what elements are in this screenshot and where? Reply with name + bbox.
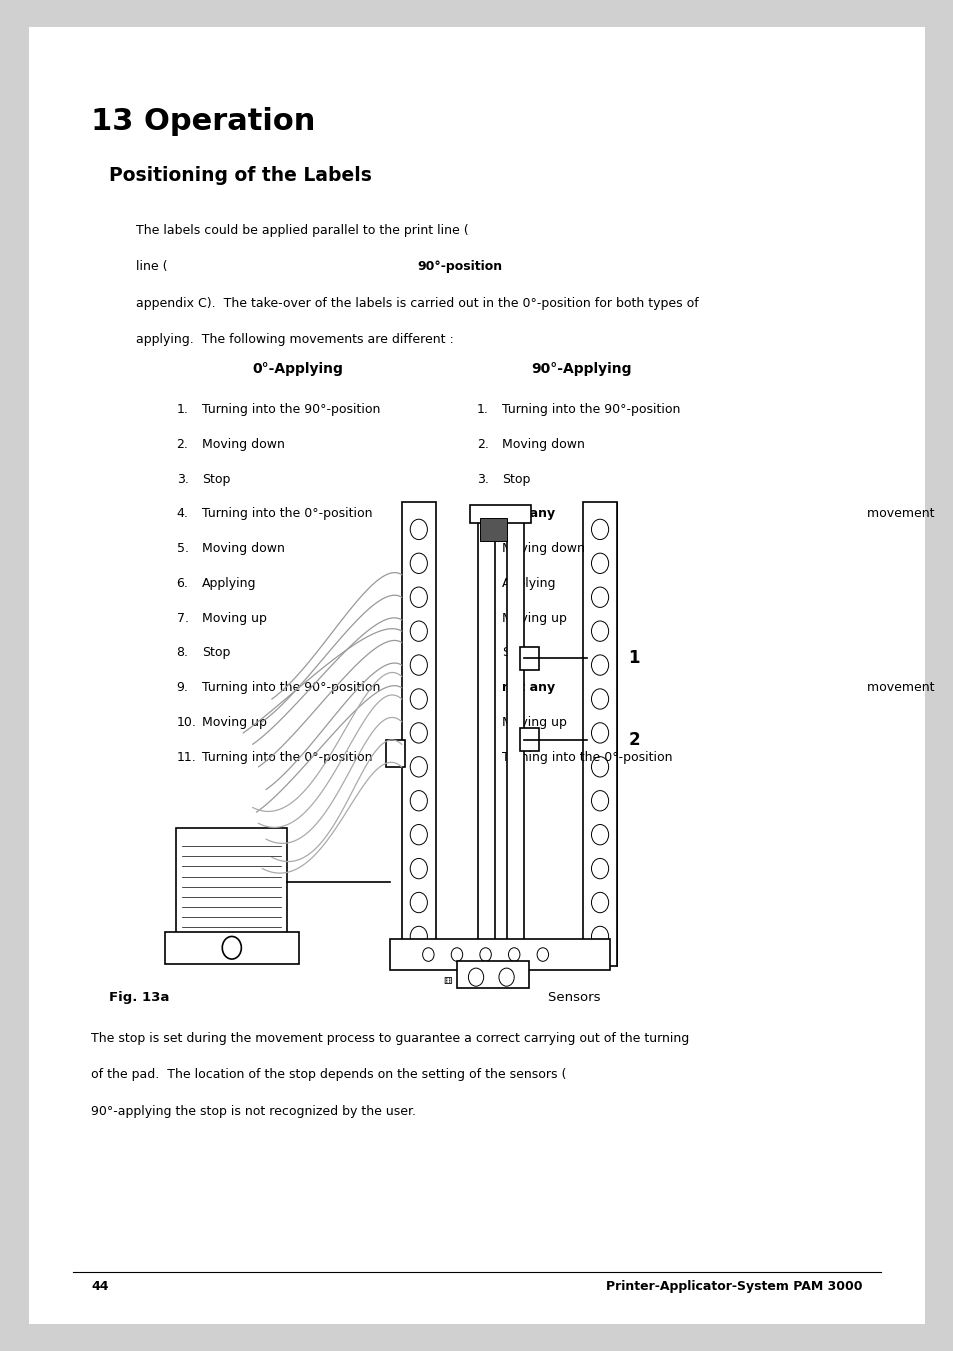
Text: 13 Operation: 13 Operation bbox=[91, 108, 315, 136]
Bar bbox=[582, 503, 617, 966]
Text: 4.: 4. bbox=[176, 508, 189, 520]
Text: Moving up: Moving up bbox=[501, 716, 566, 730]
Bar bbox=[506, 511, 523, 959]
Circle shape bbox=[222, 936, 241, 959]
Text: Moving up: Moving up bbox=[201, 716, 266, 730]
Bar bbox=[165, 932, 298, 963]
Text: Applying: Applying bbox=[201, 577, 256, 590]
Text: Fig. 13a: Fig. 13a bbox=[110, 990, 170, 1004]
Text: Turning into the 90°-position: Turning into the 90°-position bbox=[201, 681, 379, 694]
Text: 11.: 11. bbox=[476, 751, 497, 763]
Bar bbox=[456, 962, 529, 989]
Text: Turning into the 90°-position: Turning into the 90°-position bbox=[501, 403, 679, 416]
Text: 11.: 11. bbox=[176, 751, 196, 763]
Text: Stop: Stop bbox=[201, 646, 230, 659]
Bar bbox=[519, 728, 538, 751]
Text: 5.: 5. bbox=[176, 542, 189, 555]
Text: not any: not any bbox=[501, 508, 555, 520]
Text: Moving down: Moving down bbox=[201, 438, 284, 451]
Bar bbox=[386, 740, 405, 767]
Bar bbox=[390, 939, 609, 970]
Text: ⚅: ⚅ bbox=[443, 977, 452, 986]
Text: 7.: 7. bbox=[476, 612, 489, 624]
Text: not any: not any bbox=[501, 681, 555, 694]
Bar bbox=[470, 504, 531, 523]
Text: 8.: 8. bbox=[176, 646, 189, 659]
Text: Applying: Applying bbox=[501, 577, 556, 590]
Text: 1.: 1. bbox=[176, 403, 189, 416]
Text: 90°-position: 90°-position bbox=[416, 261, 501, 273]
Text: 90°-Applying: 90°-Applying bbox=[530, 362, 631, 376]
Bar bbox=[477, 511, 495, 959]
Bar bbox=[176, 828, 287, 936]
Text: Moving up: Moving up bbox=[501, 612, 566, 624]
Text: 7.: 7. bbox=[176, 612, 189, 624]
Text: 1.: 1. bbox=[476, 403, 488, 416]
Text: Moving up: Moving up bbox=[201, 612, 266, 624]
Text: Moving down: Moving down bbox=[201, 542, 284, 555]
Text: 0°-Applying: 0°-Applying bbox=[253, 362, 343, 376]
Text: 1: 1 bbox=[628, 650, 639, 667]
Text: 6.: 6. bbox=[476, 577, 488, 590]
Text: Stop: Stop bbox=[201, 473, 230, 485]
Text: line (: line ( bbox=[136, 261, 168, 273]
Text: The labels could be applied parallel to the print line (: The labels could be applied parallel to … bbox=[136, 224, 468, 238]
Text: movement: movement bbox=[862, 508, 933, 520]
Text: Turning into the 0°-position: Turning into the 0°-position bbox=[201, 508, 372, 520]
Text: 5.: 5. bbox=[476, 542, 489, 555]
Text: 9.: 9. bbox=[176, 681, 189, 694]
Text: 90°-applying the stop is not recognized by the user.: 90°-applying the stop is not recognized … bbox=[91, 1105, 416, 1117]
Bar bbox=[479, 517, 506, 540]
FancyBboxPatch shape bbox=[15, 8, 938, 1343]
Text: 9.: 9. bbox=[476, 681, 488, 694]
Text: Stop: Stop bbox=[501, 473, 530, 485]
Bar bbox=[401, 503, 436, 966]
Text: appendix C).  The take-over of the labels is carried out in the 0°-position for : appendix C). The take-over of the labels… bbox=[136, 297, 699, 309]
Text: 3.: 3. bbox=[476, 473, 488, 485]
Text: Sensors: Sensors bbox=[531, 990, 600, 1004]
Text: Positioning of the Labels: Positioning of the Labels bbox=[110, 166, 372, 185]
Text: applying.  The following movements are different :: applying. The following movements are di… bbox=[136, 334, 454, 346]
Bar bbox=[519, 647, 538, 670]
Text: Moving down: Moving down bbox=[501, 438, 584, 451]
Text: Turning into the 90°-position: Turning into the 90°-position bbox=[201, 403, 379, 416]
Text: 10.: 10. bbox=[176, 716, 196, 730]
Text: 8.: 8. bbox=[476, 646, 489, 659]
Text: Turning into the 0°-position: Turning into the 0°-position bbox=[501, 751, 672, 763]
Text: 4.: 4. bbox=[476, 508, 488, 520]
Text: 2.: 2. bbox=[476, 438, 488, 451]
Text: Moving down: Moving down bbox=[501, 542, 584, 555]
Text: 3.: 3. bbox=[176, 473, 189, 485]
Text: 10.: 10. bbox=[476, 716, 497, 730]
Text: 2: 2 bbox=[628, 731, 639, 748]
Text: 6.: 6. bbox=[176, 577, 189, 590]
Text: Turning into the 0°-position: Turning into the 0°-position bbox=[201, 751, 372, 763]
Text: 2.: 2. bbox=[176, 438, 189, 451]
Text: Printer-Applicator-System PAM 3000: Printer-Applicator-System PAM 3000 bbox=[605, 1279, 862, 1293]
Text: of the pad.  The location of the stop depends on the setting of the sensors (: of the pad. The location of the stop dep… bbox=[91, 1069, 566, 1082]
Text: 44: 44 bbox=[91, 1279, 109, 1293]
Text: Stop: Stop bbox=[501, 646, 530, 659]
Text: The stop is set during the movement process to guarantee a correct carrying out : The stop is set during the movement proc… bbox=[91, 1032, 689, 1046]
Text: movement: movement bbox=[862, 681, 933, 694]
